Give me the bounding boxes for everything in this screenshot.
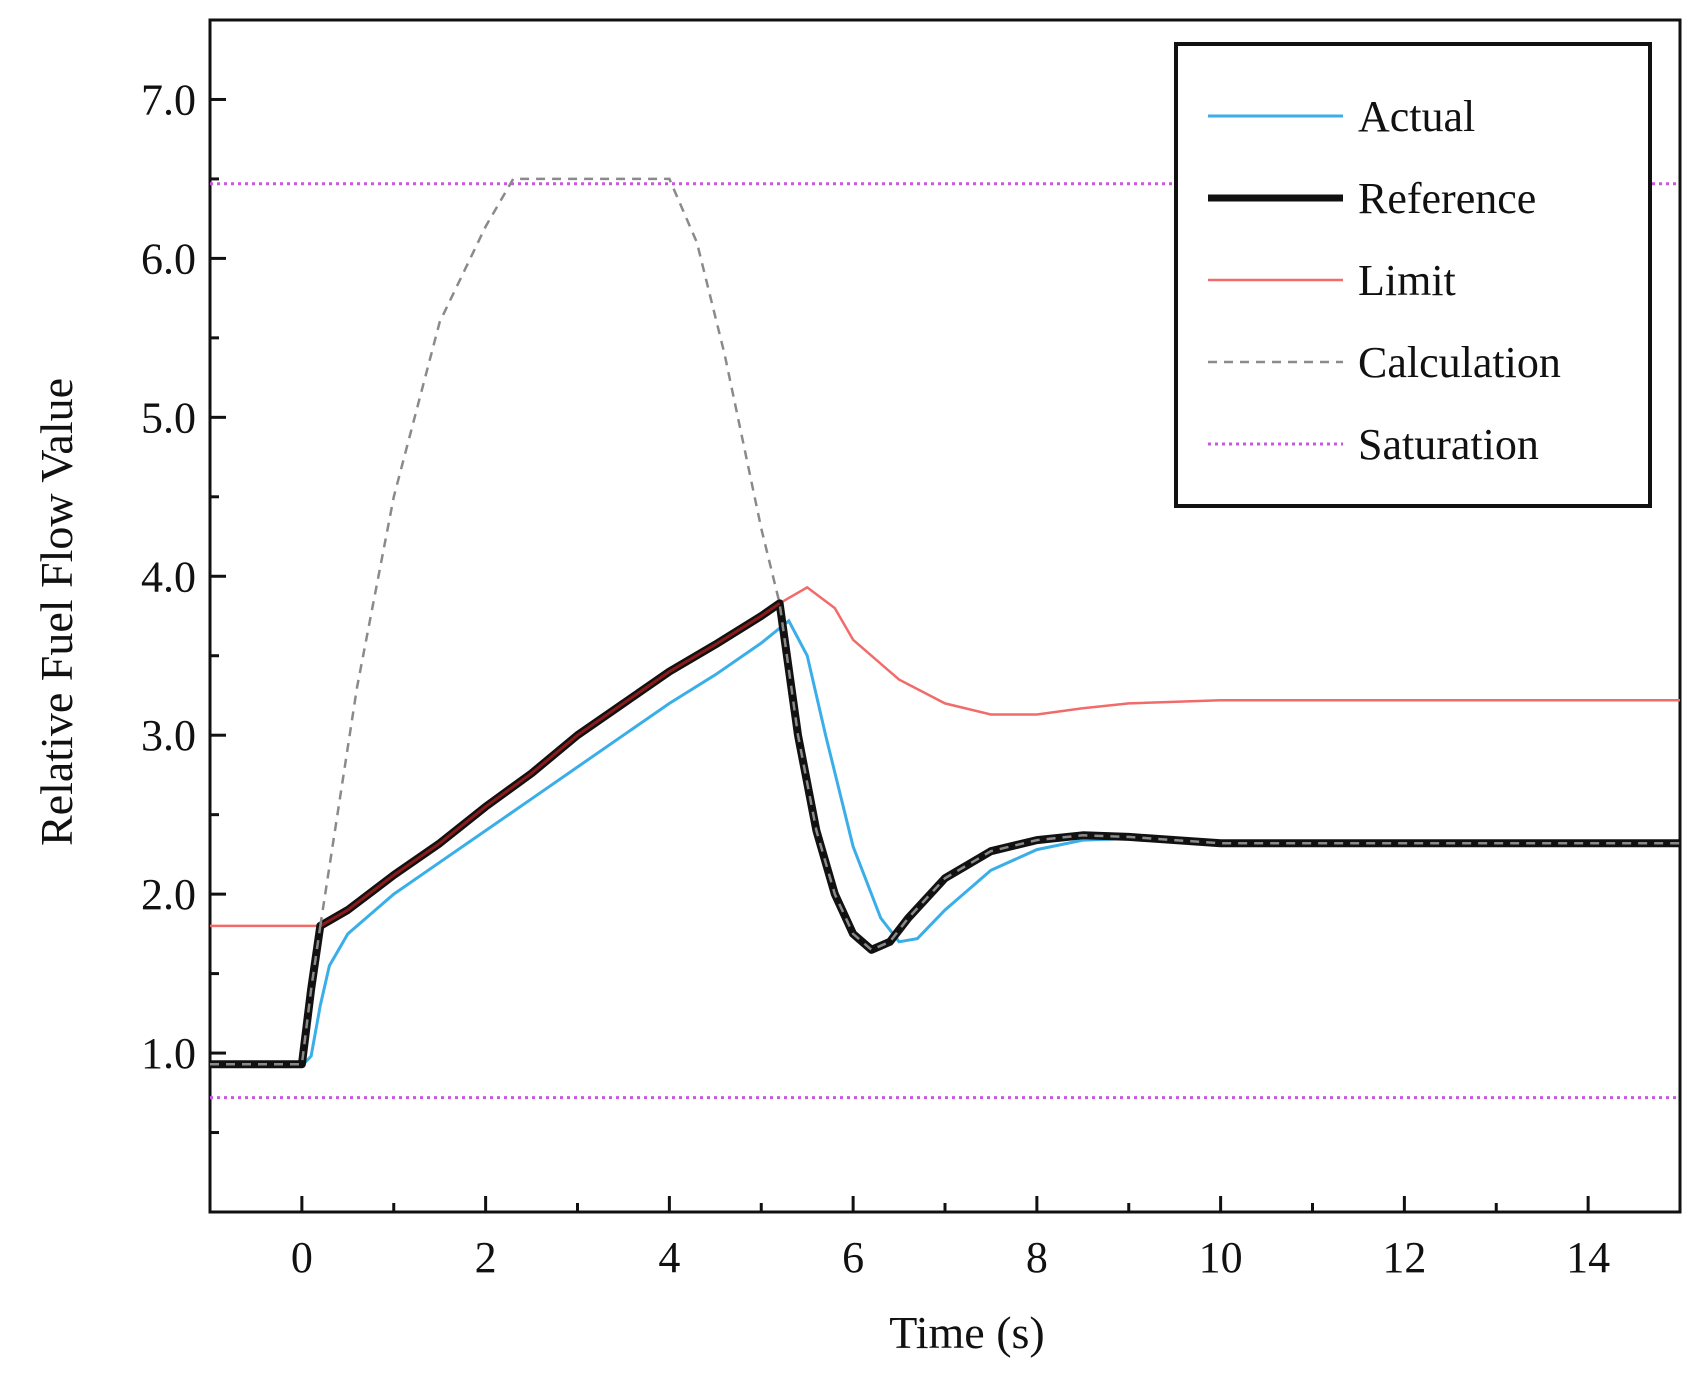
ticks-layer: 0 2 4 6 8 10 12 14 1.0 2.0 3.0 4.0 5.0 6.0 7.0 (141, 18, 1682, 1282)
legend: Actual Reference Limit Calculation Saturatio… (1174, 42, 1652, 508)
y-tick-label: 6.0 (141, 234, 196, 283)
legend-label-calculation: Calculation (1358, 338, 1561, 387)
x-tick-label: 0 (291, 1233, 313, 1282)
calculation-initial-segment (210, 925, 322, 1066)
actual-line (210, 618, 1680, 1068)
y-tick-label: 5.0 (141, 393, 196, 442)
legend-items: Actual Reference Limit Calculation Saturatio… (1208, 92, 1561, 469)
calculation-line (319, 177, 1680, 952)
x-tick-label: 2 (475, 1233, 497, 1282)
y-axis-title: Relative Fuel Flow Value (31, 378, 82, 846)
legend-label-limit: Limit (1358, 256, 1456, 305)
legend-label-reference: Reference (1358, 174, 1536, 223)
x-tick-label: 12 (1382, 1233, 1426, 1282)
y-tick-label: 7.0 (141, 75, 196, 124)
x-tick-label: 6 (842, 1233, 864, 1282)
legend-label-saturation: Saturation (1358, 420, 1539, 469)
legend-box (1174, 42, 1652, 508)
y-tick-label: 4.0 (141, 552, 196, 601)
reference-line (210, 599, 1680, 1069)
x-tick-label: 10 (1199, 1233, 1243, 1282)
x-tick-label: 4 (658, 1233, 680, 1282)
y-tick-label: 2.0 (141, 870, 196, 919)
x-axis-title: Time (s) (889, 1307, 1045, 1358)
legend-label-actual: Actual (1358, 92, 1475, 141)
x-tick-label: 8 (1026, 1233, 1048, 1282)
y-tick-label: 1.0 (141, 1029, 196, 1078)
reference-limit-overlap (319, 602, 781, 928)
x-tick-label: 14 (1566, 1233, 1610, 1282)
y-tick-label: 3.0 (141, 711, 196, 760)
